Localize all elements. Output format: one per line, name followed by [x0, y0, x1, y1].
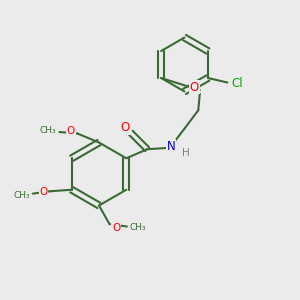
Text: O: O: [190, 81, 199, 94]
Text: N: N: [167, 140, 176, 153]
Text: CH₃: CH₃: [40, 126, 56, 135]
Text: CH₃: CH₃: [130, 224, 147, 232]
Text: O: O: [112, 223, 120, 233]
Text: Cl: Cl: [231, 76, 243, 90]
Text: CH₃: CH₃: [13, 191, 30, 200]
Text: O: O: [39, 187, 48, 197]
Text: O: O: [67, 125, 75, 136]
Text: H: H: [182, 148, 190, 158]
Text: O: O: [121, 121, 130, 134]
